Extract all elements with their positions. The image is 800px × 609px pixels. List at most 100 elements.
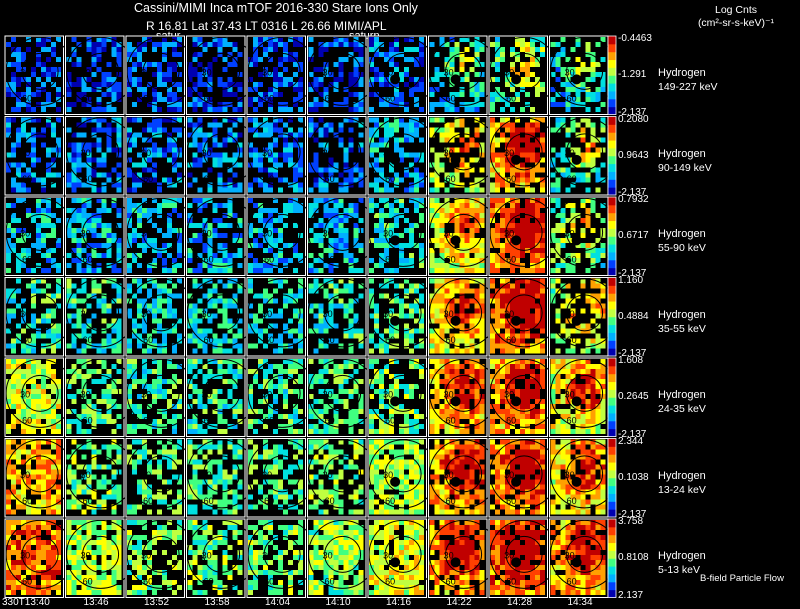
pixel bbox=[474, 288, 480, 294]
pixel bbox=[560, 52, 566, 57]
pixel bbox=[555, 243, 561, 248]
pixel bbox=[313, 313, 319, 319]
pixel bbox=[71, 303, 77, 309]
pixel bbox=[6, 343, 11, 349]
pixel bbox=[162, 203, 167, 208]
pixel bbox=[374, 167, 379, 173]
pixel bbox=[76, 167, 82, 173]
pixel bbox=[490, 213, 495, 218]
pixel bbox=[444, 177, 450, 183]
pixel bbox=[369, 107, 374, 112]
contour-label-30: 30 bbox=[262, 148, 272, 158]
pixel bbox=[414, 303, 419, 309]
pixel bbox=[16, 268, 21, 273]
pixel bbox=[308, 87, 314, 92]
pixel bbox=[419, 42, 424, 47]
pixel bbox=[414, 409, 419, 414]
pixel bbox=[490, 293, 495, 299]
pixel bbox=[313, 182, 319, 188]
pixel bbox=[414, 424, 419, 429]
pixel bbox=[520, 243, 525, 248]
pixel bbox=[51, 399, 56, 404]
pixel bbox=[369, 117, 374, 123]
pixel bbox=[278, 82, 283, 87]
pixel bbox=[66, 429, 72, 434]
pixel bbox=[474, 328, 480, 334]
pixel bbox=[595, 248, 601, 253]
pixel bbox=[248, 253, 253, 258]
pixel bbox=[419, 182, 424, 188]
pixel bbox=[444, 328, 450, 334]
pixel bbox=[298, 333, 303, 339]
pixel bbox=[116, 223, 122, 228]
pixel bbox=[555, 348, 561, 354]
pixel bbox=[116, 298, 122, 304]
pixel bbox=[172, 107, 177, 112]
pixel bbox=[41, 424, 46, 429]
contour-label-60: 60 bbox=[567, 93, 577, 103]
pixel bbox=[16, 57, 21, 62]
pixel bbox=[308, 394, 314, 399]
pixel bbox=[278, 42, 283, 47]
pixel bbox=[550, 228, 556, 233]
pixel bbox=[222, 379, 228, 384]
pixel bbox=[459, 238, 465, 243]
pixel bbox=[36, 394, 41, 399]
pixel bbox=[464, 288, 470, 294]
pixel bbox=[187, 223, 193, 228]
pixel bbox=[298, 62, 303, 67]
pixel bbox=[434, 67, 440, 72]
pixel bbox=[520, 127, 525, 133]
pixel bbox=[429, 359, 435, 364]
pixel bbox=[11, 177, 16, 183]
pixel bbox=[11, 298, 16, 304]
pixel bbox=[318, 318, 324, 324]
pixel bbox=[459, 278, 465, 284]
pixel bbox=[369, 132, 374, 138]
pixel bbox=[479, 218, 485, 223]
pixel bbox=[283, 107, 288, 112]
contour-30 bbox=[82, 213, 120, 251]
pixel bbox=[258, 97, 263, 102]
contour-30 bbox=[505, 294, 543, 332]
pixel bbox=[157, 82, 162, 87]
pixel bbox=[263, 167, 268, 173]
pixel bbox=[590, 248, 596, 253]
pixel bbox=[369, 313, 374, 319]
pixel bbox=[434, 177, 440, 183]
pixel bbox=[172, 313, 177, 319]
pixel bbox=[212, 107, 218, 112]
pixel bbox=[273, 313, 278, 319]
pixel bbox=[258, 72, 263, 77]
pixel bbox=[31, 399, 36, 404]
pixel bbox=[202, 293, 208, 299]
contour-label-30: 30 bbox=[323, 148, 333, 158]
pixel bbox=[116, 122, 122, 128]
pixel bbox=[157, 228, 162, 233]
pixel bbox=[454, 92, 460, 97]
pixel bbox=[132, 142, 137, 148]
contour-30 bbox=[324, 133, 362, 171]
pixel bbox=[374, 117, 379, 123]
pixel bbox=[116, 328, 122, 334]
pixel bbox=[217, 263, 223, 268]
pixel bbox=[520, 152, 525, 158]
pixel bbox=[520, 147, 525, 153]
pixel bbox=[595, 62, 601, 67]
pixel bbox=[404, 137, 409, 143]
pixel bbox=[374, 374, 379, 379]
pixel bbox=[434, 283, 440, 289]
pixel bbox=[263, 92, 268, 97]
pixel bbox=[51, 223, 56, 228]
pixel bbox=[157, 203, 162, 208]
pixel bbox=[333, 419, 339, 424]
pixel bbox=[106, 137, 112, 143]
pixel bbox=[207, 338, 213, 344]
pixel bbox=[127, 167, 132, 173]
pixel bbox=[293, 172, 298, 178]
pixel bbox=[293, 389, 298, 394]
pixel bbox=[570, 223, 576, 228]
pixel bbox=[207, 87, 213, 92]
